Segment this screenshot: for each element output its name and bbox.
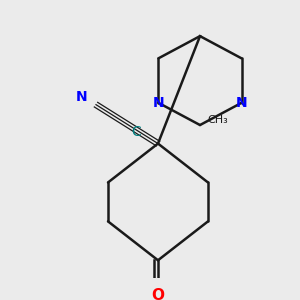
Text: N: N [76, 90, 88, 104]
Text: O: O [152, 288, 164, 300]
Text: CH₃: CH₃ [208, 116, 228, 125]
Text: N: N [236, 96, 248, 110]
Text: C: C [131, 125, 141, 140]
Text: N: N [153, 96, 164, 110]
